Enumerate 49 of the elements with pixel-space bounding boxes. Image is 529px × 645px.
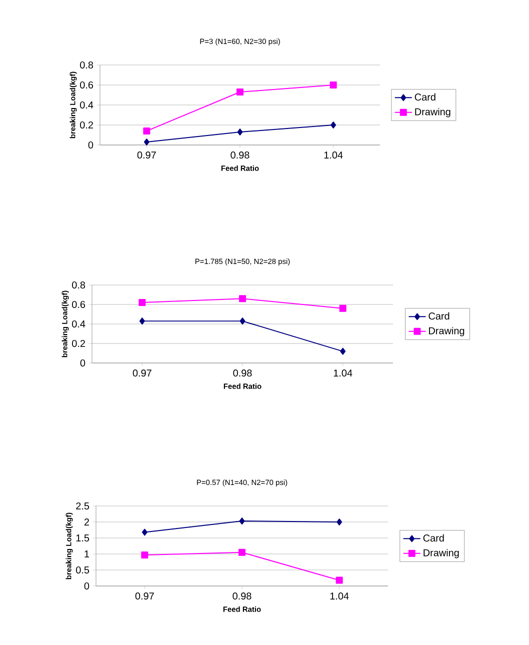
x-tick-label: 0.98 — [233, 370, 252, 377]
y-tick-label: 0.2 — [72, 340, 85, 348]
point — [139, 318, 145, 325]
y-tick-label: 0.6 — [72, 300, 86, 308]
y-tick-label: 0.4 — [80, 101, 94, 109]
point — [239, 518, 245, 525]
y-tick-label: 0 — [88, 141, 94, 149]
y-tick-label: 0 — [80, 359, 86, 367]
legend-label: Card — [414, 93, 436, 101]
point — [240, 318, 246, 325]
y-tick-label: 2 — [84, 518, 89, 526]
y-tick-label: 0 — [84, 582, 90, 590]
point — [142, 528, 148, 536]
point — [144, 138, 150, 146]
point — [238, 548, 246, 556]
y-tick-label: 0.5 — [76, 566, 90, 574]
x-tick-label: 1.04 — [330, 592, 349, 600]
x-tick-label: 0.98 — [230, 152, 250, 159]
point — [239, 295, 246, 302]
point — [330, 82, 337, 88]
x-tick-label: 0.97 — [132, 370, 152, 377]
x-tick-label: 1.04 — [324, 152, 343, 159]
point — [236, 88, 244, 96]
legend-label: Card — [428, 312, 450, 320]
y-tick-label: 1 — [84, 550, 90, 558]
y-tick-label: 0.4 — [72, 320, 86, 328]
legend-label: Drawing — [429, 326, 464, 336]
legend-label: Card — [423, 534, 444, 542]
point — [340, 348, 346, 355]
y-tick-label: 2.5 — [76, 502, 90, 510]
y-tick-label: 0.6 — [80, 81, 94, 89]
y-tick-label: 1.5 — [76, 534, 90, 542]
y-tick-label: 0.8 — [72, 281, 86, 289]
y-tick-label: 0.2 — [80, 121, 93, 129]
point — [336, 518, 342, 526]
y-tick-label: 0.8 — [80, 61, 94, 69]
x-tick-label: 0.97 — [135, 592, 154, 600]
x-tick-label: 0.97 — [137, 152, 156, 159]
point — [330, 122, 336, 128]
point — [339, 304, 346, 312]
point — [336, 576, 343, 584]
point — [141, 551, 148, 558]
legend-label: Drawing — [415, 108, 450, 118]
legend-label: Drawing — [424, 548, 459, 558]
point — [138, 299, 146, 306]
x-tick-label: 0.98 — [232, 592, 252, 600]
x-tick-label: 1.04 — [334, 370, 352, 377]
point — [143, 128, 150, 134]
point — [237, 128, 243, 136]
